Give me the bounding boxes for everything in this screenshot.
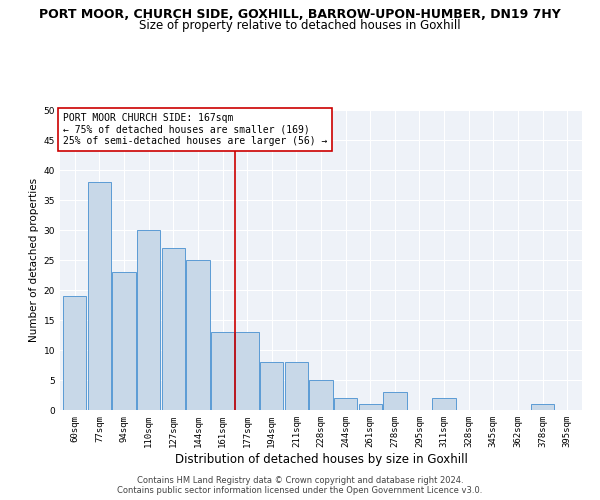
- X-axis label: Distribution of detached houses by size in Goxhill: Distribution of detached houses by size …: [175, 452, 467, 466]
- Bar: [359, 404, 382, 410]
- Bar: [260, 362, 283, 410]
- Bar: [433, 398, 456, 410]
- Bar: [112, 272, 136, 410]
- Text: PORT MOOR CHURCH SIDE: 167sqm
← 75% of detached houses are smaller (169)
25% of : PORT MOOR CHURCH SIDE: 167sqm ← 75% of d…: [62, 113, 327, 146]
- Bar: [235, 332, 259, 410]
- Bar: [63, 296, 86, 410]
- Bar: [88, 182, 111, 410]
- Bar: [383, 392, 407, 410]
- Bar: [211, 332, 234, 410]
- Y-axis label: Number of detached properties: Number of detached properties: [29, 178, 40, 342]
- Text: PORT MOOR, CHURCH SIDE, GOXHILL, BARROW-UPON-HUMBER, DN19 7HY: PORT MOOR, CHURCH SIDE, GOXHILL, BARROW-…: [39, 8, 561, 20]
- Bar: [284, 362, 308, 410]
- Text: Contains HM Land Registry data © Crown copyright and database right 2024.
Contai: Contains HM Land Registry data © Crown c…: [118, 476, 482, 495]
- Bar: [161, 248, 185, 410]
- Text: Size of property relative to detached houses in Goxhill: Size of property relative to detached ho…: [139, 19, 461, 32]
- Bar: [186, 260, 209, 410]
- Bar: [310, 380, 332, 410]
- Bar: [531, 404, 554, 410]
- Bar: [137, 230, 160, 410]
- Bar: [334, 398, 358, 410]
